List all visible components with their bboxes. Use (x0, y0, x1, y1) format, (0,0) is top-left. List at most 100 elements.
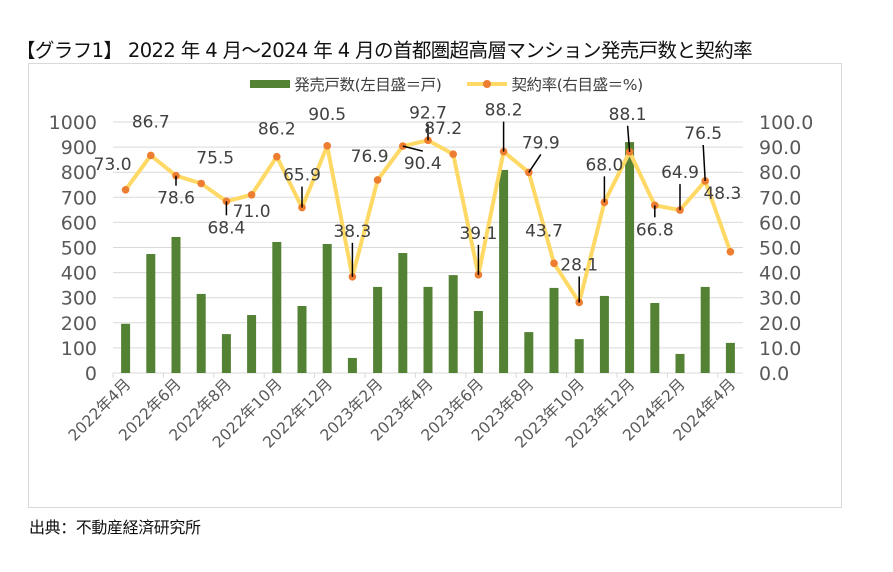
data-label: 75.5 (196, 148, 234, 168)
data-label: 28.1 (560, 255, 598, 275)
y-left-tick-label: 200 (61, 313, 97, 335)
bar-units (625, 142, 635, 373)
bar-units (398, 253, 408, 373)
y-right-tick-label: 30.0 (759, 288, 801, 310)
bar-units (524, 332, 534, 373)
legend-label-units: 発売戸数(左目盛＝戸) (294, 76, 442, 94)
bar-units (599, 295, 609, 373)
y-left-tick-label: 800 (61, 162, 97, 184)
bar-units (650, 302, 660, 373)
bar-units (373, 286, 383, 373)
data-label: 39.1 (459, 224, 497, 244)
data-label: 88.2 (485, 101, 523, 121)
data-label: 86.7 (132, 112, 170, 132)
data-label: 48.3 (703, 184, 741, 204)
marker-rate (550, 259, 558, 268)
bar-units (700, 286, 710, 373)
bar-units (574, 339, 584, 373)
y-right-tick-label: 0.0 (759, 363, 789, 385)
marker-rate (323, 142, 332, 150)
data-label: 68.4 (207, 218, 245, 238)
bar-units (247, 315, 257, 373)
y-right-tick-label: 20.0 (759, 313, 801, 335)
data-label: 71.0 (233, 202, 271, 222)
bar-units (725, 342, 735, 373)
y-left-tick-label: 0 (85, 363, 97, 385)
bar-units (146, 254, 156, 373)
source-note: 出典：不動産経済研究所 (29, 518, 201, 537)
y-right-tick-label: 60.0 (759, 212, 801, 234)
marker-rate (147, 151, 155, 160)
bar-units (549, 287, 559, 373)
data-label: 38.3 (333, 222, 371, 242)
y-right-tick-label: 10.0 (759, 338, 801, 360)
marker-rate (373, 176, 382, 184)
data-labels: 73.0 86.7 78.6 75.5 68.471.0 86.2 65.9 90.5 38.3… (94, 101, 741, 303)
data-label: 87.2 (424, 119, 462, 139)
data-label: 76.9 (351, 147, 389, 167)
bar-units (171, 236, 181, 373)
y-right-tick-label: 80.0 (759, 162, 801, 184)
legend-swatch-line (467, 80, 508, 88)
bar-units (297, 305, 307, 373)
marker-rate (121, 185, 130, 194)
data-label: 68.0 (585, 155, 623, 175)
legend-label-rate: 契約率(右目盛＝%) (511, 76, 643, 94)
bar-units (221, 334, 231, 373)
bar-units (675, 353, 685, 373)
data-label: 90.5 (308, 105, 346, 125)
y-right-tick-label: 100.0 (759, 112, 813, 134)
bar-units (322, 243, 332, 373)
data-label: 73.0 (94, 155, 132, 175)
data-label: 92.7 (409, 103, 447, 123)
y-left-tick-label: 600 (61, 212, 97, 234)
bar-units (499, 169, 509, 373)
legend: 発売戸数(左目盛＝戸) 契約率(右目盛＝%) (0, 73, 893, 95)
data-label: 76.5 (684, 124, 722, 144)
y-right-tick-label: 50.0 (759, 238, 801, 260)
marker-rate (247, 190, 256, 199)
y-left-tick-label: 1000 (49, 112, 97, 134)
y-right-tick-label: 40.0 (759, 263, 801, 285)
leader-line (702, 144, 706, 182)
marker-rate (273, 152, 281, 161)
chart-frame (28, 63, 842, 508)
data-label: 90.4 (404, 154, 442, 174)
bar-series (121, 142, 735, 373)
data-label: 64.9 (661, 163, 699, 183)
data-label: 43.7 (525, 221, 563, 241)
y-left-tick-label: 300 (61, 288, 97, 310)
legend-item-rate: 契約率(右目盛＝%) (467, 73, 643, 95)
y-left-tick-label: 100 (61, 338, 97, 360)
bar-units (196, 293, 206, 373)
data-label: 66.8 (636, 220, 674, 240)
bar-units (347, 357, 357, 373)
leader-line (626, 125, 631, 152)
y-axis-right: 0.0 10.0 20.0 30.0 40.0 50.0 60.0 70.0 80.0 90.0 1… (759, 112, 813, 385)
bar-units (448, 275, 458, 373)
bar-units (121, 323, 131, 373)
y-left-tick-label: 900 (61, 137, 97, 159)
y-left-tick-label: 500 (61, 238, 97, 260)
bar-units (423, 286, 433, 373)
marker-rate (726, 247, 735, 256)
y-right-tick-label: 70.0 (759, 187, 801, 209)
legend-item-units: 発売戸数(左目盛＝戸) (250, 73, 442, 95)
y-axis-left: 0 100 200 300 400 500 600 700 800 900 1000 (49, 112, 97, 385)
y-left-tick-label: 700 (61, 187, 97, 209)
data-label: 88.1 (609, 105, 647, 125)
bar-units (272, 241, 282, 373)
bar-units (473, 311, 483, 373)
legend-swatch-bar (250, 80, 291, 88)
data-label: 86.2 (258, 120, 296, 140)
chart-title: 【グラフ1】 2022 年 4 月～2024 年 4 月の首都圏超高層マンション… (16, 39, 753, 62)
x-axis: 2022年4月2022年6月2022年8月2022年10月2022年12月202… (65, 373, 739, 452)
y-right-tick-label: 90.0 (759, 137, 801, 159)
data-label: 79.9 (522, 133, 560, 153)
leader-line (402, 145, 423, 152)
leader-line (528, 154, 542, 173)
marker-rate (197, 179, 205, 188)
data-label: 78.6 (157, 189, 195, 209)
marker-rate (449, 150, 458, 158)
